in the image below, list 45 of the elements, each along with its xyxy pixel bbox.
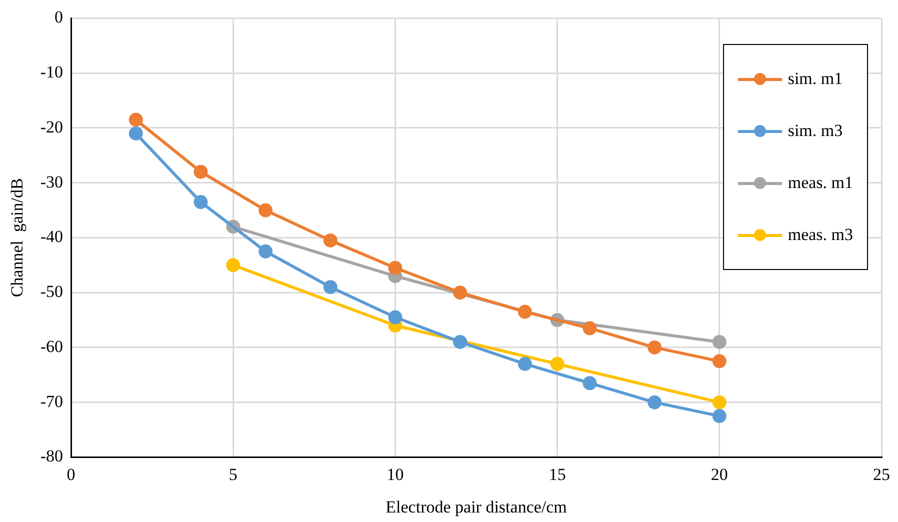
point xyxy=(712,354,726,368)
y-tick-label: 0 xyxy=(54,8,64,27)
point xyxy=(453,286,468,300)
point xyxy=(194,164,208,179)
legend-label: sim. m1 xyxy=(788,69,843,89)
y-tick-label: -60 xyxy=(40,336,64,356)
point xyxy=(648,340,662,354)
point xyxy=(388,260,402,275)
x-tick-label: 20 xyxy=(710,464,728,484)
x-tick-label: 10 xyxy=(386,464,404,484)
y-tick-label: -50 xyxy=(40,282,64,302)
point xyxy=(128,112,143,127)
point xyxy=(128,126,143,140)
point xyxy=(712,409,726,424)
point xyxy=(518,304,532,319)
point xyxy=(582,321,597,336)
point xyxy=(518,356,532,371)
legend-label: sim. m3 xyxy=(788,121,843,141)
y-tick-label: -40 xyxy=(40,227,64,246)
point xyxy=(258,203,273,218)
y-tick-label: -20 xyxy=(40,117,64,136)
y-tick-label: -30 xyxy=(40,172,64,192)
point xyxy=(226,258,240,272)
y-tick-label: -70 xyxy=(40,392,64,411)
x-tick-label: 25 xyxy=(873,464,890,484)
legend-label: meas. m1 xyxy=(788,173,853,193)
x-tick-label: 0 xyxy=(66,464,76,484)
point xyxy=(648,395,662,410)
point xyxy=(194,195,208,210)
point xyxy=(388,310,402,324)
legend-label: meas. m3 xyxy=(788,225,853,245)
y-tick-label: -80 xyxy=(40,446,64,466)
x-tick-label: 5 xyxy=(228,464,238,484)
y-axis-title: Channel gain/dB xyxy=(8,178,27,298)
point xyxy=(712,334,726,349)
point xyxy=(582,376,597,390)
point xyxy=(550,356,564,371)
point xyxy=(323,233,338,248)
y-tick-label: -10 xyxy=(40,62,64,82)
point xyxy=(712,395,726,410)
point xyxy=(258,244,273,258)
point xyxy=(323,280,338,294)
point xyxy=(453,334,468,349)
x-tick-label: 15 xyxy=(548,464,566,484)
x-axis-title: Electrode pair distance/cm xyxy=(386,497,567,516)
